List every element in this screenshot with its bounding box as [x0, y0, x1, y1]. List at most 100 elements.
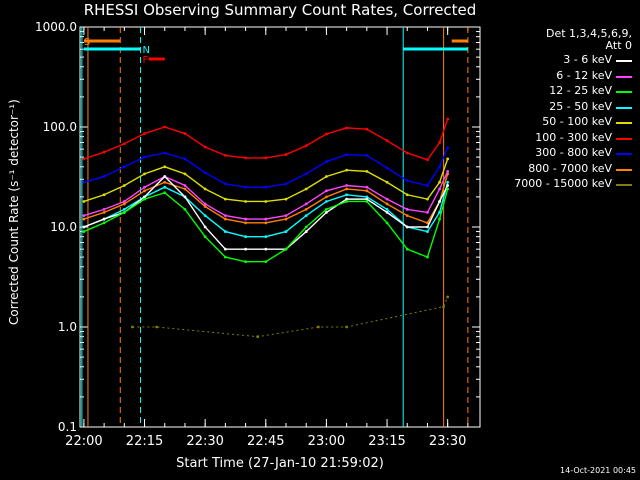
series-point [345, 325, 349, 329]
series-point [223, 217, 227, 221]
legend-entry: 3 - 6 keV [484, 52, 636, 68]
legend-entry-label: 100 - 300 keV [535, 130, 612, 144]
series-point [304, 144, 308, 148]
series-point [442, 305, 446, 308]
series-point [284, 153, 288, 156]
series-point [385, 139, 389, 143]
series-point [155, 325, 159, 329]
series-point [143, 189, 146, 193]
series-point [203, 171, 207, 174]
series-point [183, 184, 187, 187]
x-tick-label: 23:00 [308, 434, 345, 449]
series-point [325, 200, 328, 203]
series-point [345, 153, 349, 156]
series-point [446, 180, 450, 184]
series-point [325, 189, 328, 193]
x-tick-label: 22:00 [65, 434, 102, 449]
series-point [82, 180, 86, 184]
series-point [223, 214, 227, 218]
series-point [426, 210, 429, 214]
series-line-5 [83, 118, 449, 161]
series-point [82, 157, 86, 161]
series-line-0 [83, 175, 449, 250]
series-point [345, 126, 349, 130]
series-point [122, 200, 126, 203]
series-point [223, 255, 227, 259]
series-point [183, 195, 187, 199]
series-point [102, 210, 106, 214]
series-line-6 [83, 147, 449, 188]
series-point [365, 127, 369, 131]
series-point [203, 202, 207, 206]
series-line-1 [83, 171, 449, 220]
series-point [365, 195, 369, 199]
series-point [244, 235, 247, 239]
series-point [284, 230, 288, 233]
series-point [284, 214, 288, 218]
series-point [223, 230, 227, 233]
series-point [304, 214, 308, 218]
legend-entry-label: 6 - 12 keV [556, 68, 612, 82]
legend-entry-swatch [616, 75, 632, 78]
x-tick-label: 22:45 [247, 434, 284, 449]
series-point [325, 207, 328, 211]
series-point [183, 207, 187, 211]
legend-entry: 25 - 50 keV [484, 99, 636, 115]
series-point [284, 182, 288, 186]
series-point [244, 221, 247, 225]
flag-label-f: F [142, 55, 148, 66]
series-point [102, 175, 106, 178]
series-point [438, 141, 441, 144]
series-point [122, 142, 126, 146]
series-point [244, 200, 247, 203]
series-point [405, 225, 409, 229]
legend-entry: 300 - 800 keV [484, 145, 636, 161]
series-point [365, 189, 369, 193]
series-point [122, 202, 126, 206]
y-tick-label: 1.0 [58, 320, 77, 334]
series-point [284, 217, 288, 221]
legend-entry: 100 - 300 keV [484, 130, 636, 146]
chart-title: RHESSI Observing Summary Count Rates, Co… [83, 1, 477, 19]
series-point [163, 175, 167, 178]
series-point [385, 207, 389, 211]
legend-entry: 12 - 25 keV [484, 83, 636, 99]
legend-entry: 6 - 12 keV [484, 68, 636, 84]
series-point [345, 184, 349, 187]
series-point [284, 247, 288, 251]
series-point [446, 187, 450, 191]
series-point [143, 132, 146, 135]
series-point [446, 184, 450, 187]
series-point [82, 200, 86, 203]
series-point [264, 217, 268, 221]
series-point [446, 157, 450, 161]
legend-entry-swatch [616, 122, 632, 124]
series-point [385, 180, 389, 184]
series-point [365, 153, 369, 157]
render-timestamp: 14-Oct-2021 00:45 [560, 466, 636, 475]
series-point [183, 132, 187, 135]
legend-entry-swatch [616, 168, 632, 171]
series-point [264, 235, 268, 239]
series-point [446, 295, 450, 299]
legend-entry-swatch [616, 106, 632, 109]
series-point [345, 193, 349, 197]
legend-header-attenuator: Att 0 [605, 39, 632, 52]
series-point [438, 200, 441, 203]
series-point [143, 172, 146, 176]
legend-entry-swatch [616, 60, 632, 62]
series-point [385, 202, 389, 206]
series-point [223, 247, 227, 251]
series-point [163, 180, 167, 184]
x-tick-label: 23:15 [368, 434, 405, 449]
chart-legend: Det 1,3,4,5,6,9, Att 0 3 - 6 keV 6 - 12 k… [484, 28, 636, 192]
series-point [256, 335, 260, 339]
series-point [244, 185, 247, 189]
series-point [325, 210, 328, 214]
series-point [264, 247, 268, 251]
series-point [365, 169, 369, 173]
series-point [316, 325, 320, 329]
series-point [438, 217, 441, 221]
